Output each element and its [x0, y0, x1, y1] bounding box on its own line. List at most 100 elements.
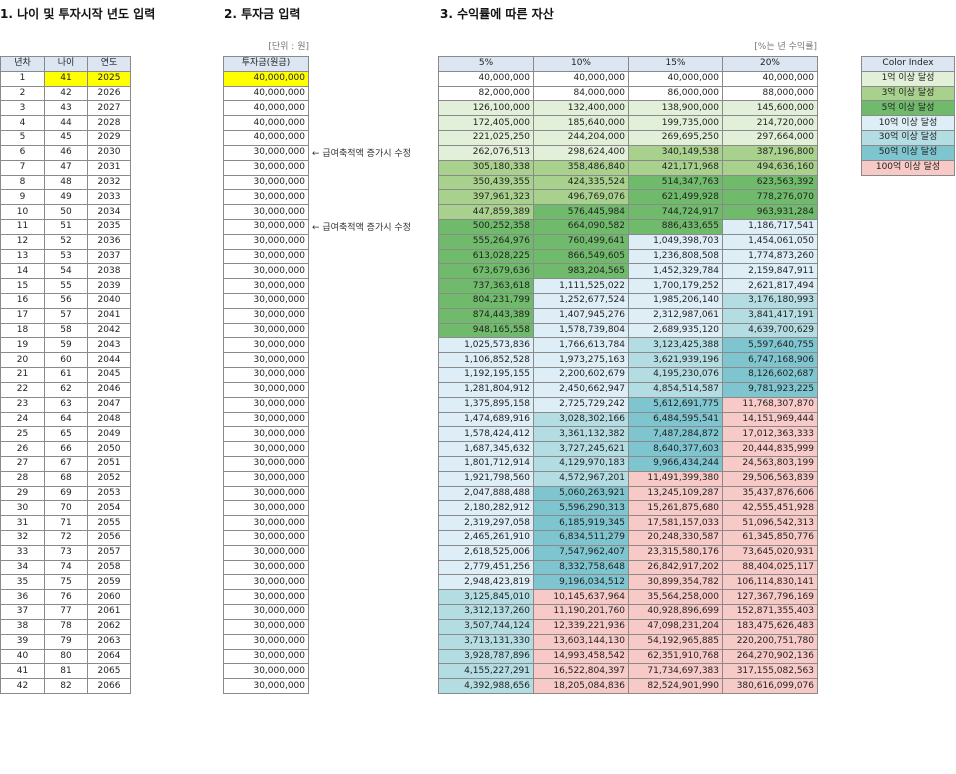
investment-input-cell[interactable]: 30,000,000: [223, 441, 309, 457]
table-row: 19 59 2043: [0, 337, 131, 354]
table-row: 30,000,000: [223, 278, 309, 294]
asset-value-cell: 2,618,525,006: [438, 544, 534, 561]
investment-input-cell[interactable]: 30,000,000: [223, 633, 309, 650]
age-cell[interactable]: 41: [44, 70, 88, 87]
table-row: 1,192,195,155 2,200,602,679 4,195,230,076 8…: [438, 367, 818, 383]
investment-input-cell[interactable]: 30,000,000: [223, 278, 309, 294]
investment-input-cell[interactable]: 30,000,000: [223, 189, 309, 206]
asset-value-cell: 514,347,763: [628, 174, 723, 191]
year-cell[interactable]: 2025: [87, 70, 131, 87]
investment-input-cell[interactable]: 30,000,000: [223, 618, 309, 635]
investment-input-cell[interactable]: 30,000,000: [223, 559, 309, 576]
asset-value-cell: 3,727,245,621: [533, 441, 629, 457]
asset-value-cell: 1,025,573,836: [438, 337, 534, 354]
asset-value-cell: 496,769,076: [533, 189, 629, 206]
investment-input-cell[interactable]: 30,000,000: [223, 337, 309, 354]
investment-input-cell[interactable]: 30,000,000: [223, 396, 309, 413]
year-cell: 2066: [87, 678, 131, 694]
year-index-cell: 25: [0, 426, 45, 443]
asset-value-cell: 35,564,258,000: [628, 589, 723, 606]
asset-value-cell: 1,452,329,784: [628, 263, 723, 280]
investment-input-cell[interactable]: 30,000,000: [223, 411, 309, 428]
investment-input-cell[interactable]: 30,000,000: [223, 663, 309, 680]
table-row: 30,000,000: [223, 633, 309, 650]
investment-input-cell[interactable]: 30,000,000: [223, 174, 309, 191]
investment-input-cell[interactable]: 30,000,000: [223, 248, 309, 265]
investment-input-cell[interactable]: 30,000,000: [223, 648, 309, 665]
asset-value-cell: 5,612,691,775: [628, 396, 723, 413]
table-row: 3,507,744,124 12,339,221,936 47,098,231,20…: [438, 618, 818, 635]
investment-input-cell[interactable]: 30,000,000: [223, 470, 309, 487]
asset-value-cell: 82,000,000: [438, 85, 534, 102]
investment-input-cell[interactable]: 30,000,000: [223, 204, 309, 220]
asset-value-cell: 127,367,796,169: [722, 589, 818, 606]
legend-row: 100억 이상 달성: [861, 159, 955, 176]
investment-input-cell[interactable]: 30,000,000: [223, 263, 309, 280]
investment-input-cell[interactable]: 30,000,000: [223, 500, 309, 517]
table-row: 34 74 2058: [0, 559, 131, 576]
asset-value-cell: 12,339,221,936: [533, 618, 629, 635]
investment-input-cell[interactable]: 30,000,000: [223, 381, 309, 398]
asset-value-cell: 5,060,263,921: [533, 485, 629, 502]
investment-input-cell[interactable]: 40,000,000: [223, 70, 309, 87]
table-row: 14 54 2038: [0, 263, 131, 280]
year-index-cell: 42: [0, 678, 45, 694]
investment-input-cell[interactable]: 30,000,000: [223, 604, 309, 620]
asset-value-cell: 1,801,712,914: [438, 455, 534, 472]
investment-input-cell[interactable]: 30,000,000: [223, 678, 309, 694]
table-row: 1,687,345,632 3,727,245,621 8,640,377,603 2…: [438, 441, 818, 457]
investment-input-cell[interactable]: 40,000,000: [223, 85, 309, 102]
asset-value-cell: 500,252,358: [438, 218, 534, 235]
investment-input-cell[interactable]: 30,000,000: [223, 233, 309, 250]
table-row: 3,713,131,330 13,603,144,130 54,192,965,88…: [438, 633, 818, 650]
investment-input-cell[interactable]: 40,000,000: [223, 130, 309, 146]
asset-value-cell: 1,700,179,252: [628, 278, 723, 294]
asset-value-cell: 145,600,000: [722, 100, 818, 117]
investment-input-cell[interactable]: 30,000,000: [223, 322, 309, 339]
year-index-cell: 30: [0, 500, 45, 517]
year-index-cell: 36: [0, 589, 45, 606]
investment-input-cell[interactable]: 40,000,000: [223, 115, 309, 132]
year-index-cell: 33: [0, 544, 45, 561]
investment-input-cell[interactable]: 30,000,000: [223, 218, 309, 235]
age-cell: 46: [44, 144, 88, 161]
investment-input-cell[interactable]: 30,000,000: [223, 367, 309, 383]
table-row: 37 77 2061: [0, 604, 131, 620]
asset-value-cell: 221,025,250: [438, 130, 534, 146]
asset-value-cell: 30,899,354,782: [628, 574, 723, 591]
legend-item: 100억 이상 달성: [861, 159, 955, 176]
asset-value-cell: 2,948,423,819: [438, 574, 534, 591]
year-index-cell: 13: [0, 248, 45, 265]
asset-value-cell: 317,155,082,563: [722, 663, 818, 680]
asset-value-cell: 71,734,697,383: [628, 663, 723, 680]
investment-input-cell[interactable]: 30,000,000: [223, 515, 309, 531]
investment-input-cell[interactable]: 30,000,000: [223, 589, 309, 606]
year-cell: 2029: [87, 130, 131, 146]
investment-input-cell[interactable]: 30,000,000: [223, 307, 309, 324]
year-index-cell: 22: [0, 381, 45, 398]
investment-input-cell[interactable]: 30,000,000: [223, 544, 309, 561]
table-row: 948,165,558 1,578,739,804 2,689,935,120 4,6…: [438, 322, 818, 339]
investment-input-cell[interactable]: 30,000,000: [223, 352, 309, 369]
investment-input-cell[interactable]: 30,000,000: [223, 144, 309, 161]
investment-input-cell[interactable]: 30,000,000: [223, 530, 309, 546]
asset-value-cell: 244,204,000: [533, 130, 629, 146]
investment-input-cell[interactable]: 40,000,000: [223, 100, 309, 117]
investment-input-cell[interactable]: 30,000,000: [223, 574, 309, 591]
investment-input-cell[interactable]: 30,000,000: [223, 455, 309, 472]
age-cell: 58: [44, 322, 88, 339]
table-row: 2 42 2026: [0, 85, 131, 102]
asset-value-cell: 132,400,000: [533, 100, 629, 117]
asset-value-cell: 11,491,399,380: [628, 470, 723, 487]
investment-input-cell[interactable]: 30,000,000: [223, 485, 309, 502]
year-index-cell: 29: [0, 485, 45, 502]
investment-input-cell[interactable]: 30,000,000: [223, 426, 309, 443]
year-cell: 2048: [87, 411, 131, 428]
year-cell: 2037: [87, 248, 131, 265]
asset-value-cell: 576,445,984: [533, 204, 629, 220]
investment-input-cell[interactable]: 30,000,000: [223, 293, 309, 309]
asset-value-cell: 6,484,595,541: [628, 411, 723, 428]
investment-input-cell[interactable]: 30,000,000: [223, 159, 309, 176]
table-row: 221,025,250 244,204,000 269,695,250 297,664…: [438, 130, 818, 146]
table-row: 26 66 2050: [0, 441, 131, 457]
